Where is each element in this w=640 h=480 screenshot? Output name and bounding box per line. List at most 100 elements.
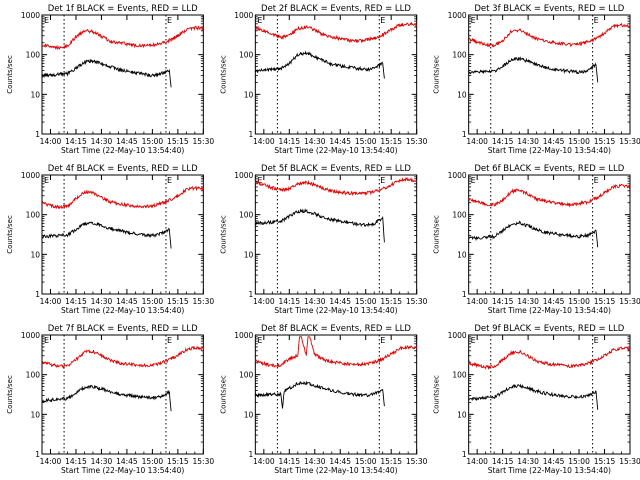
marker-label: E [167,16,172,25]
x-tick-label: 15:00 [142,137,164,146]
chart-title: Det 8f BLACK = Events, RED = LLD [261,324,411,334]
plot-frame [468,14,631,135]
y-tick-label: 1 [35,450,40,459]
lld-series-line [468,346,631,370]
y-axis-label: Counts/sec [433,375,441,414]
events-series-line [41,384,172,412]
corner-label: E [257,16,262,25]
x-axis-label: Start Time (22-May-10 13:54:40) [274,146,397,155]
y-tick-label: 100 [452,371,467,380]
x-tick-label: 14:45 [329,297,351,306]
events-series-line [468,220,599,248]
events-series-line [254,50,385,79]
x-tick-label: 15:30 [619,457,640,466]
chart-panel-9: Det 9f BLACK = Events, RED = LLD 1 10 100 10… [433,324,640,475]
y-axis-label: Counts/sec [6,55,14,94]
x-tick-label: 14:30 [304,137,326,146]
x-tick-label: 14:00 [40,457,62,466]
marker-label: E [167,176,172,185]
plot-frame [41,334,204,455]
y-tick-label: 1000 [234,11,253,20]
y-tick-label: 100 [452,211,467,220]
x-tick-label: 15:15 [167,137,189,146]
chart-panel-3: Det 3f BLACK = Events, RED = LLD 1 10 100 10… [433,4,640,155]
chart-title: Det 3f BLACK = Events, RED = LLD [474,4,624,14]
plot-frame [41,14,204,135]
x-tick-label: 14:15 [278,297,300,306]
x-tick-label: 14:30 [91,297,113,306]
x-tick-label: 14:15 [492,457,514,466]
lld-series-line [468,183,631,208]
lld-series-line [254,176,417,197]
x-tick-label: 14:15 [65,457,87,466]
x-tick-label: 15:15 [167,457,189,466]
x-axis-label: Start Time (22-May-10 13:54:40) [488,146,611,155]
x-tick-label: 14:30 [304,457,326,466]
x-tick-label: 15:15 [594,457,616,466]
y-axis-label: Counts/sec [219,215,227,254]
marker-label: E [594,16,599,25]
y-tick-label: 1000 [21,331,40,340]
plot-frame [254,14,418,135]
chart-title: Det 9f BLACK = Events, RED = LLD [474,324,624,334]
y-tick-label: 1 [249,450,254,459]
y-tick-label: 1 [249,290,254,299]
x-tick-label: 14:45 [329,137,351,146]
chart-panel-2: Det 2f BLACK = Events, RED = LLD 1 10 100 10… [219,4,427,155]
x-tick-label: 15:00 [355,137,377,146]
x-tick-label: 15:00 [355,297,377,306]
y-tick-label: 1 [462,450,467,459]
corner-label: E [44,16,49,25]
x-tick-label: 14:45 [116,297,138,306]
x-tick-label: 15:15 [380,297,402,306]
x-tick-label: 15:00 [142,457,164,466]
plot-frame [254,174,418,295]
marker-label: E [380,16,385,25]
plot-frame [468,174,631,295]
x-tick-label: 14:15 [278,457,300,466]
chart-title: Det 7f BLACK = Events, RED = LLD [48,324,198,334]
chart-title: Det 4f BLACK = Events, RED = LLD [48,164,198,174]
y-axis-label: Counts/sec [433,55,441,94]
x-tick-label: 14:30 [517,137,539,146]
chart-panel-8: Det 8f BLACK = Events, RED = LLD 1 10 100 10… [219,324,427,475]
y-tick-label: 100 [239,211,254,220]
x-tick-label: 15:00 [568,297,590,306]
x-tick-label: 14:45 [543,457,565,466]
y-tick-label: 1 [35,130,40,139]
x-tick-label: 15:30 [406,137,428,146]
marker-label: E [594,336,599,345]
x-tick-label: 15:30 [193,137,215,146]
y-tick-label: 1000 [21,11,40,20]
x-tick-label: 14:00 [40,297,62,306]
y-tick-label: 1 [249,130,254,139]
x-tick-label: 15:15 [380,137,402,146]
events-series-line [41,58,172,88]
x-tick-label: 15:30 [619,137,640,146]
y-tick-label: 100 [26,371,41,380]
chart-title: Det 1f BLACK = Events, RED = LLD [48,4,198,14]
y-axis-label: Counts/sec [6,215,14,254]
chart-panel-6: Det 6f BLACK = Events, RED = LLD 1 10 100 10… [433,164,640,315]
x-tick-label: 14:30 [517,297,539,306]
marker-label: E [380,176,385,185]
x-tick-label: 14:00 [253,297,275,306]
x-tick-label: 14:15 [492,297,514,306]
chart-panel-7: Det 7f BLACK = Events, RED = LLD 1 10 100 10… [6,324,214,475]
x-tick-label: 14:15 [65,297,87,306]
x-tick-label: 15:15 [594,137,616,146]
x-tick-label: 14:15 [65,137,87,146]
x-tick-label: 15:30 [406,297,428,306]
y-tick-label: 10 [457,90,467,99]
y-tick-label: 10 [30,90,40,99]
lld-series-line [254,21,418,44]
y-tick-label: 1000 [234,331,253,340]
y-tick-label: 100 [26,51,41,60]
x-tick-label: 14:30 [517,457,539,466]
corner-label: E [257,176,262,185]
x-tick-label: 14:00 [466,457,488,466]
y-tick-label: 10 [244,90,254,99]
x-tick-label: 14:00 [466,137,488,146]
y-tick-label: 100 [452,51,467,60]
x-tick-label: 15:00 [355,457,377,466]
